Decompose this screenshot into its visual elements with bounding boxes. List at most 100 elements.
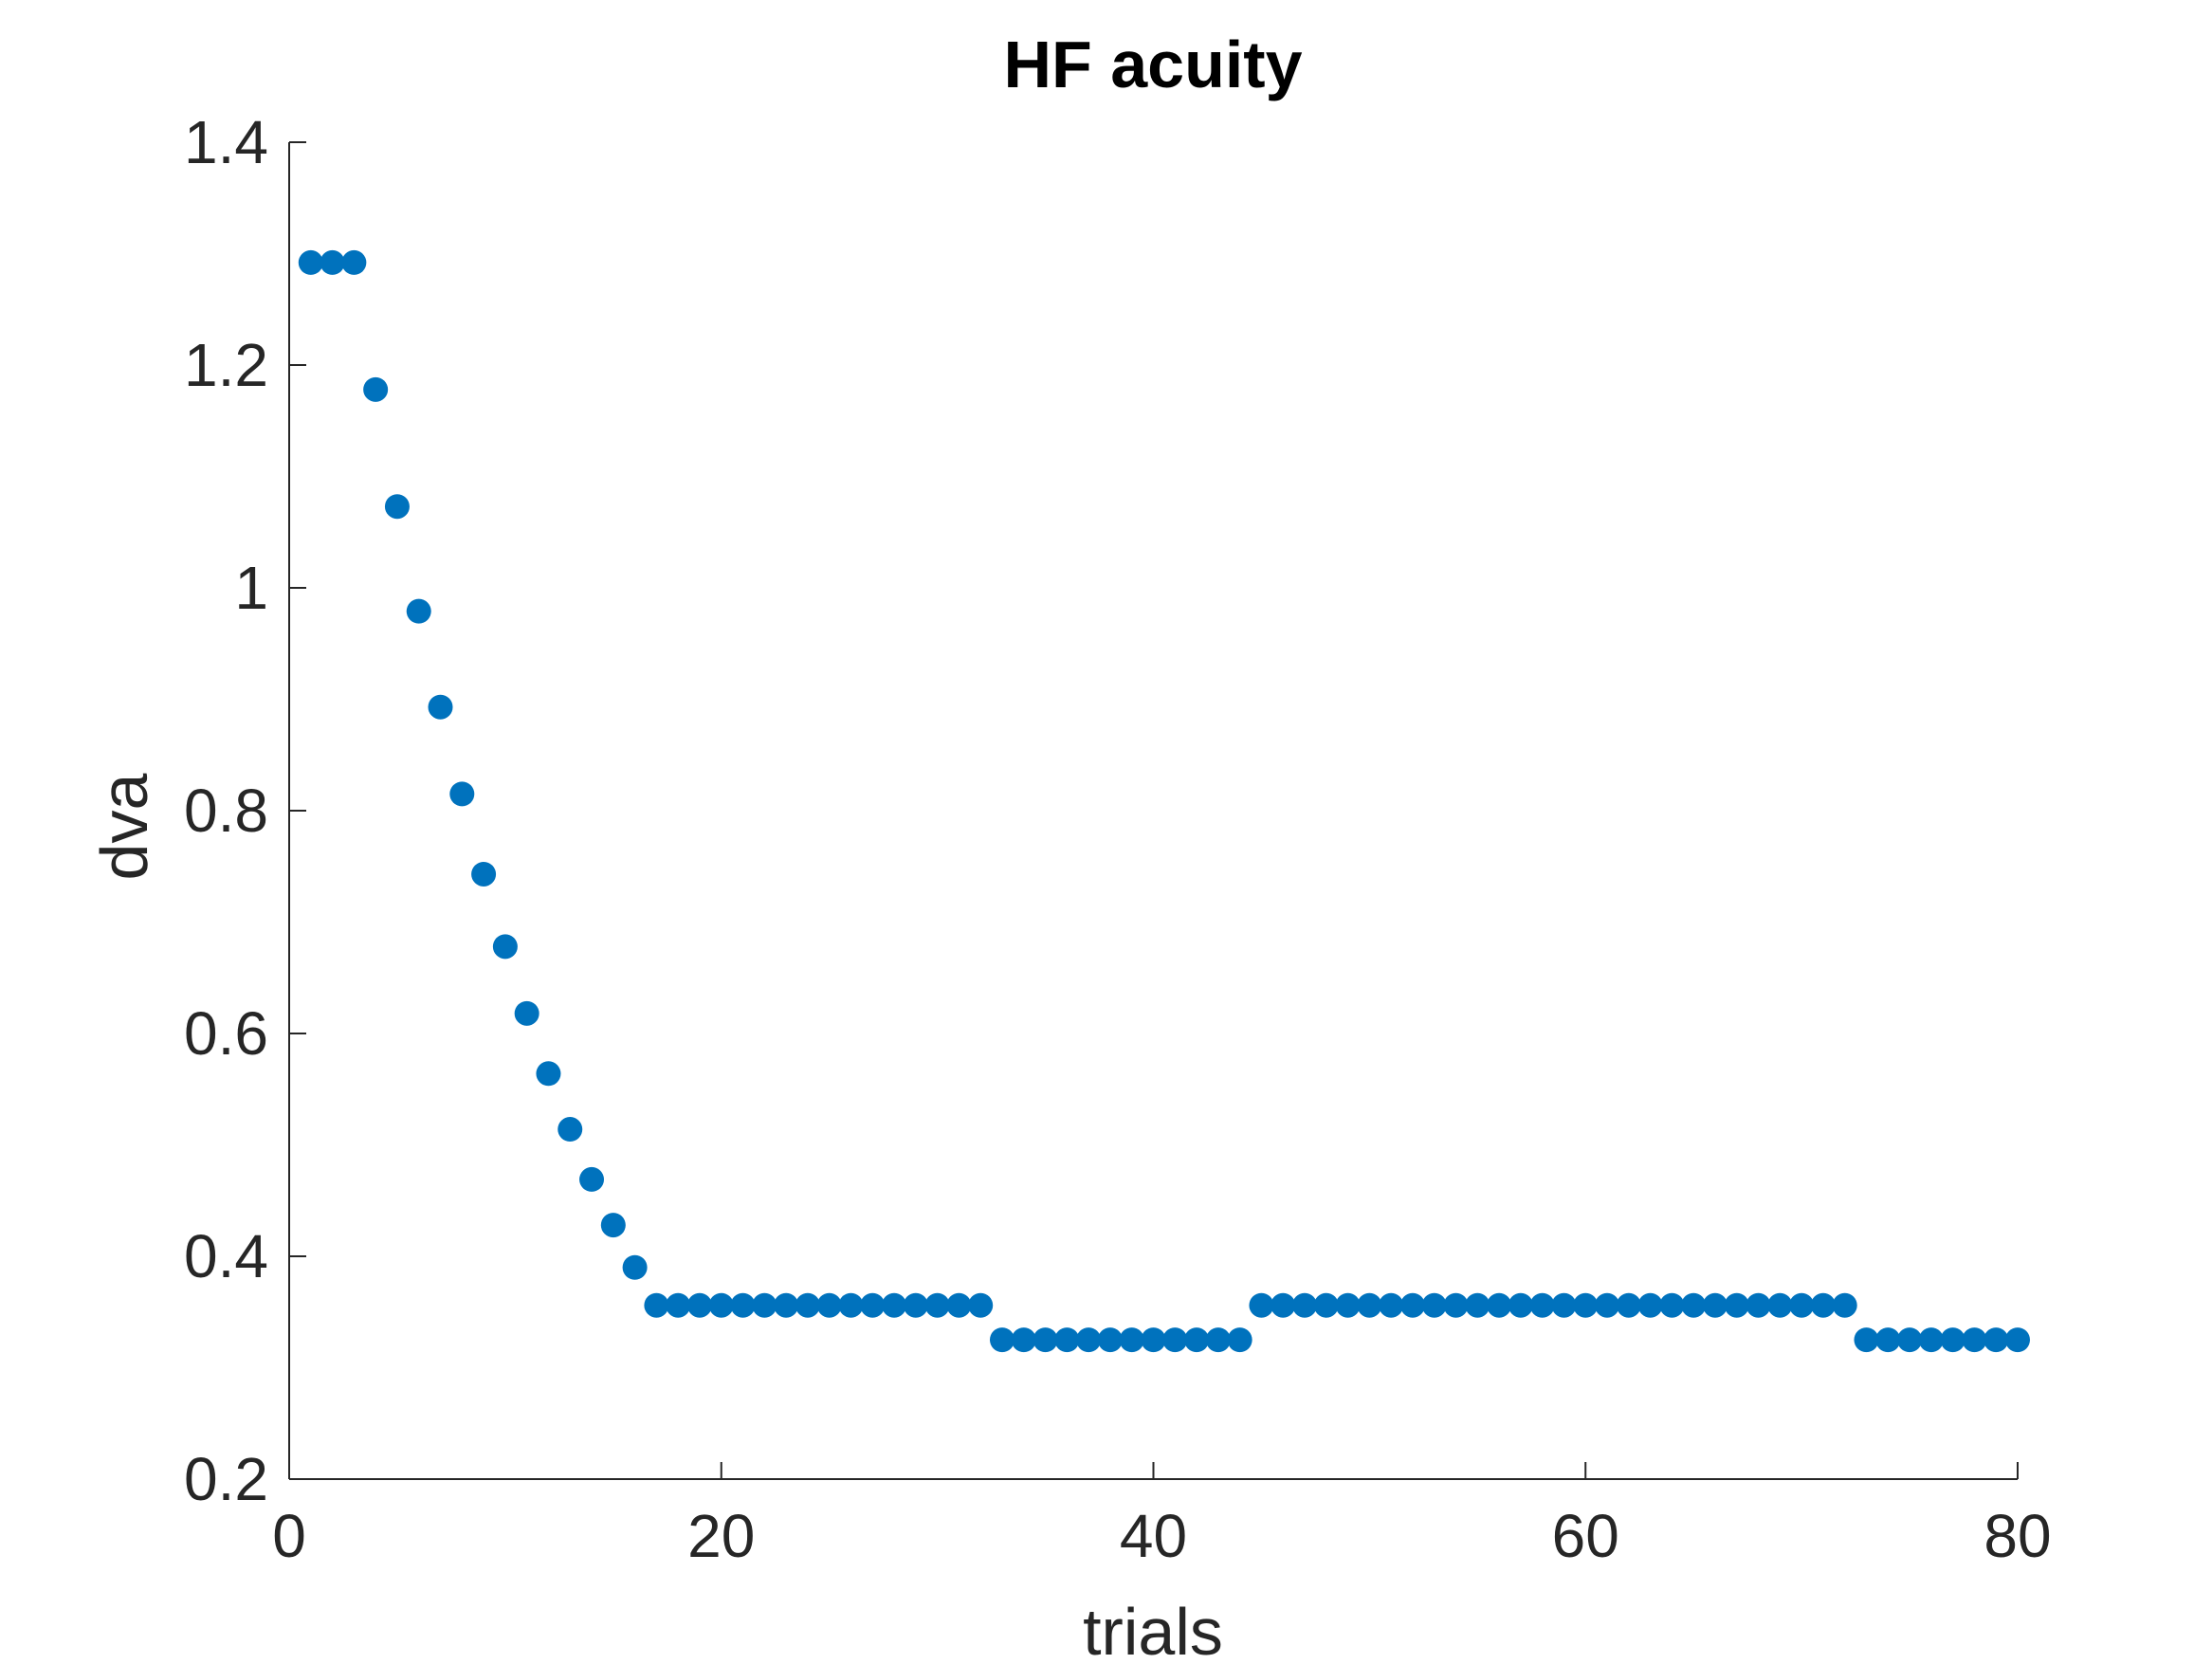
data-point bbox=[449, 781, 475, 807]
data-point bbox=[1443, 1292, 1469, 1318]
data-point bbox=[1249, 1292, 1274, 1318]
x-tick-label: 40 bbox=[1120, 1502, 1187, 1570]
data-point bbox=[838, 1292, 864, 1318]
data-point bbox=[1854, 1327, 1879, 1353]
data-point bbox=[644, 1292, 669, 1318]
data-point bbox=[924, 1292, 950, 1318]
data-point bbox=[1011, 1327, 1036, 1353]
chart-title: HF acuity bbox=[1003, 27, 1302, 101]
y-tick-label: 1.4 bbox=[184, 108, 268, 176]
data-point bbox=[795, 1292, 820, 1318]
y-tick-label: 0.6 bbox=[184, 999, 268, 1068]
data-point bbox=[1227, 1327, 1252, 1353]
data-point bbox=[882, 1292, 907, 1318]
data-point bbox=[1184, 1327, 1210, 1353]
data-point bbox=[1724, 1292, 1749, 1318]
x-axis-label: trials bbox=[1083, 1595, 1223, 1659]
data-point bbox=[1746, 1292, 1771, 1318]
data-point bbox=[860, 1292, 886, 1318]
data-point bbox=[341, 249, 367, 275]
data-point bbox=[363, 376, 389, 402]
x-tick-label: 60 bbox=[1552, 1502, 1619, 1570]
data-point bbox=[1962, 1327, 1987, 1353]
data-point bbox=[1940, 1327, 1965, 1353]
data-point bbox=[1097, 1327, 1123, 1353]
data-point bbox=[1271, 1292, 1296, 1318]
data-point bbox=[298, 249, 323, 275]
data-point bbox=[600, 1213, 626, 1238]
data-point bbox=[1573, 1292, 1599, 1318]
data-point bbox=[774, 1292, 799, 1318]
data-point bbox=[1292, 1292, 1318, 1318]
x-tick-label: 0 bbox=[272, 1502, 306, 1570]
data-point bbox=[1681, 1292, 1707, 1318]
data-point bbox=[1335, 1292, 1361, 1318]
x-ticks: 0 20 40 60 80 bbox=[272, 1462, 2052, 1570]
data-point bbox=[579, 1166, 605, 1192]
data-point bbox=[1918, 1327, 1944, 1353]
data-points bbox=[298, 249, 2030, 1353]
data-point bbox=[1141, 1327, 1166, 1353]
data-point bbox=[514, 1000, 539, 1026]
data-point bbox=[1313, 1292, 1339, 1318]
data-point bbox=[903, 1292, 928, 1318]
data-point bbox=[1659, 1292, 1685, 1318]
data-point bbox=[1702, 1292, 1728, 1318]
data-point bbox=[1529, 1292, 1555, 1318]
data-point bbox=[1162, 1327, 1188, 1353]
data-point bbox=[1379, 1292, 1404, 1318]
data-point bbox=[816, 1292, 842, 1318]
data-point bbox=[1789, 1292, 1815, 1318]
data-point bbox=[492, 934, 518, 960]
data-point bbox=[384, 494, 410, 520]
data-point bbox=[320, 249, 345, 275]
data-point bbox=[1399, 1292, 1425, 1318]
data-point bbox=[1421, 1292, 1447, 1318]
data-point bbox=[428, 694, 453, 720]
data-point bbox=[1487, 1292, 1512, 1318]
data-point bbox=[968, 1292, 994, 1318]
data-point bbox=[1767, 1292, 1793, 1318]
data-point bbox=[1205, 1327, 1231, 1353]
data-point bbox=[1551, 1292, 1577, 1318]
data-point bbox=[1076, 1327, 1102, 1353]
x-tick-label: 20 bbox=[687, 1502, 755, 1570]
y-tick-label: 0.2 bbox=[184, 1445, 268, 1513]
data-point bbox=[1508, 1292, 1533, 1318]
data-point bbox=[666, 1292, 691, 1318]
data-point bbox=[558, 1117, 583, 1143]
data-point bbox=[2005, 1327, 2030, 1353]
data-point bbox=[708, 1292, 734, 1318]
data-point bbox=[1637, 1292, 1663, 1318]
data-point bbox=[1616, 1292, 1641, 1318]
y-ticks: 0.2 0.4 0.6 0.8 1 1.2 1.4 bbox=[184, 108, 306, 1513]
data-point bbox=[1897, 1327, 1923, 1353]
axes: 0.2 0.4 0.6 0.8 1 1.2 1.4 0 20 40 60 80 bbox=[184, 108, 2052, 1570]
data-point bbox=[622, 1254, 648, 1280]
y-tick-label: 0.8 bbox=[184, 777, 268, 845]
x-tick-label: 80 bbox=[1983, 1502, 2051, 1570]
data-point bbox=[406, 598, 431, 624]
y-tick-label: 1 bbox=[234, 554, 268, 622]
data-point bbox=[686, 1292, 712, 1318]
y-axis-label: dva bbox=[87, 774, 161, 881]
data-point bbox=[1119, 1327, 1144, 1353]
data-point bbox=[1875, 1327, 1901, 1353]
data-point bbox=[946, 1292, 972, 1318]
y-tick-label: 0.4 bbox=[184, 1222, 268, 1290]
data-point bbox=[1595, 1292, 1620, 1318]
data-point bbox=[1832, 1292, 1857, 1318]
data-point bbox=[730, 1292, 756, 1318]
data-point bbox=[536, 1061, 561, 1087]
data-point bbox=[1810, 1292, 1836, 1318]
data-point bbox=[1465, 1292, 1490, 1318]
data-point bbox=[1357, 1292, 1382, 1318]
data-point bbox=[1033, 1327, 1058, 1353]
data-point bbox=[1054, 1327, 1080, 1353]
data-point bbox=[1983, 1327, 2009, 1353]
data-point bbox=[989, 1327, 1015, 1353]
data-point bbox=[752, 1292, 777, 1318]
